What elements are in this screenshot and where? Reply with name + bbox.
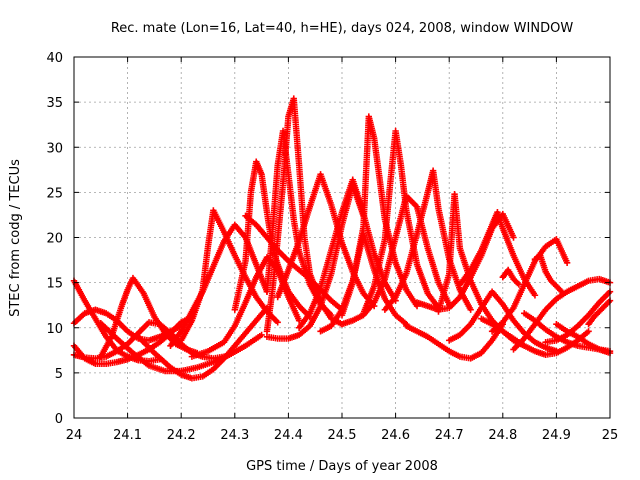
x-axis-label: GPS time / Days of year 2008 [246, 459, 438, 474]
data-points [70, 95, 614, 382]
x-tick-label: 24.4 [274, 428, 303, 443]
series-23 [403, 320, 506, 362]
data-point [531, 292, 539, 299]
data-point [563, 259, 571, 266]
data-point [510, 234, 517, 241]
y-tick-label: 15 [46, 277, 63, 292]
data-point [295, 317, 303, 324]
y-axis-label: STEC from codg / TECUs [8, 159, 23, 317]
x-tick-label: 25 [602, 428, 619, 443]
series-26 [456, 209, 539, 299]
y-tick-labels: 0 5 10 15 20 25 30 35 40 [46, 51, 63, 427]
data-point [558, 288, 565, 295]
x-tick-label: 24.3 [220, 428, 249, 443]
x-tick-label: 24.5 [328, 428, 357, 443]
y-tick-label: 0 [55, 412, 63, 427]
x-tick-label: 24.9 [542, 428, 571, 443]
chart-title: Rec. mate (Lon=16, Lat=40, h=HE), days 0… [111, 21, 574, 36]
x-tick-label: 24 [66, 428, 83, 443]
x-tick-label: 24.8 [488, 428, 517, 443]
series-22 [381, 167, 474, 313]
data-point [258, 331, 265, 339]
series-36 [585, 297, 614, 328]
series-7 [135, 304, 271, 382]
axis-ticks [73, 56, 611, 419]
series-12 [263, 95, 346, 335]
y-tick-label: 25 [46, 186, 63, 201]
x-tick-labels: 24 24.1 24.2 24.3 24.4 24.5 24.6 24.7 24.8 24.9 25 [66, 428, 619, 443]
x-tick-label: 24.6 [381, 428, 410, 443]
x-tick-label: 24.7 [435, 428, 464, 443]
data-point [328, 311, 335, 319]
series-10 [188, 254, 303, 360]
y-tick-label: 40 [46, 51, 63, 66]
series-34 [531, 252, 565, 295]
series-25 [435, 190, 528, 349]
series-5 [97, 274, 201, 360]
data-point [515, 281, 523, 288]
y-tick-label: 20 [46, 232, 63, 247]
series-35 [499, 266, 523, 288]
data-point [274, 319, 281, 326]
y-tick-label: 5 [55, 367, 63, 382]
series-17 [295, 176, 399, 331]
y-tick-label: 10 [46, 322, 63, 337]
x-tick-label: 24.1 [113, 428, 142, 443]
x-tick-label: 24.2 [167, 428, 196, 443]
y-tick-label: 30 [46, 141, 63, 156]
data-point [467, 306, 474, 313]
series-33 [553, 320, 614, 357]
series-27 [446, 288, 560, 355]
y-tick-label: 35 [46, 96, 63, 111]
data-point [585, 328, 592, 335]
